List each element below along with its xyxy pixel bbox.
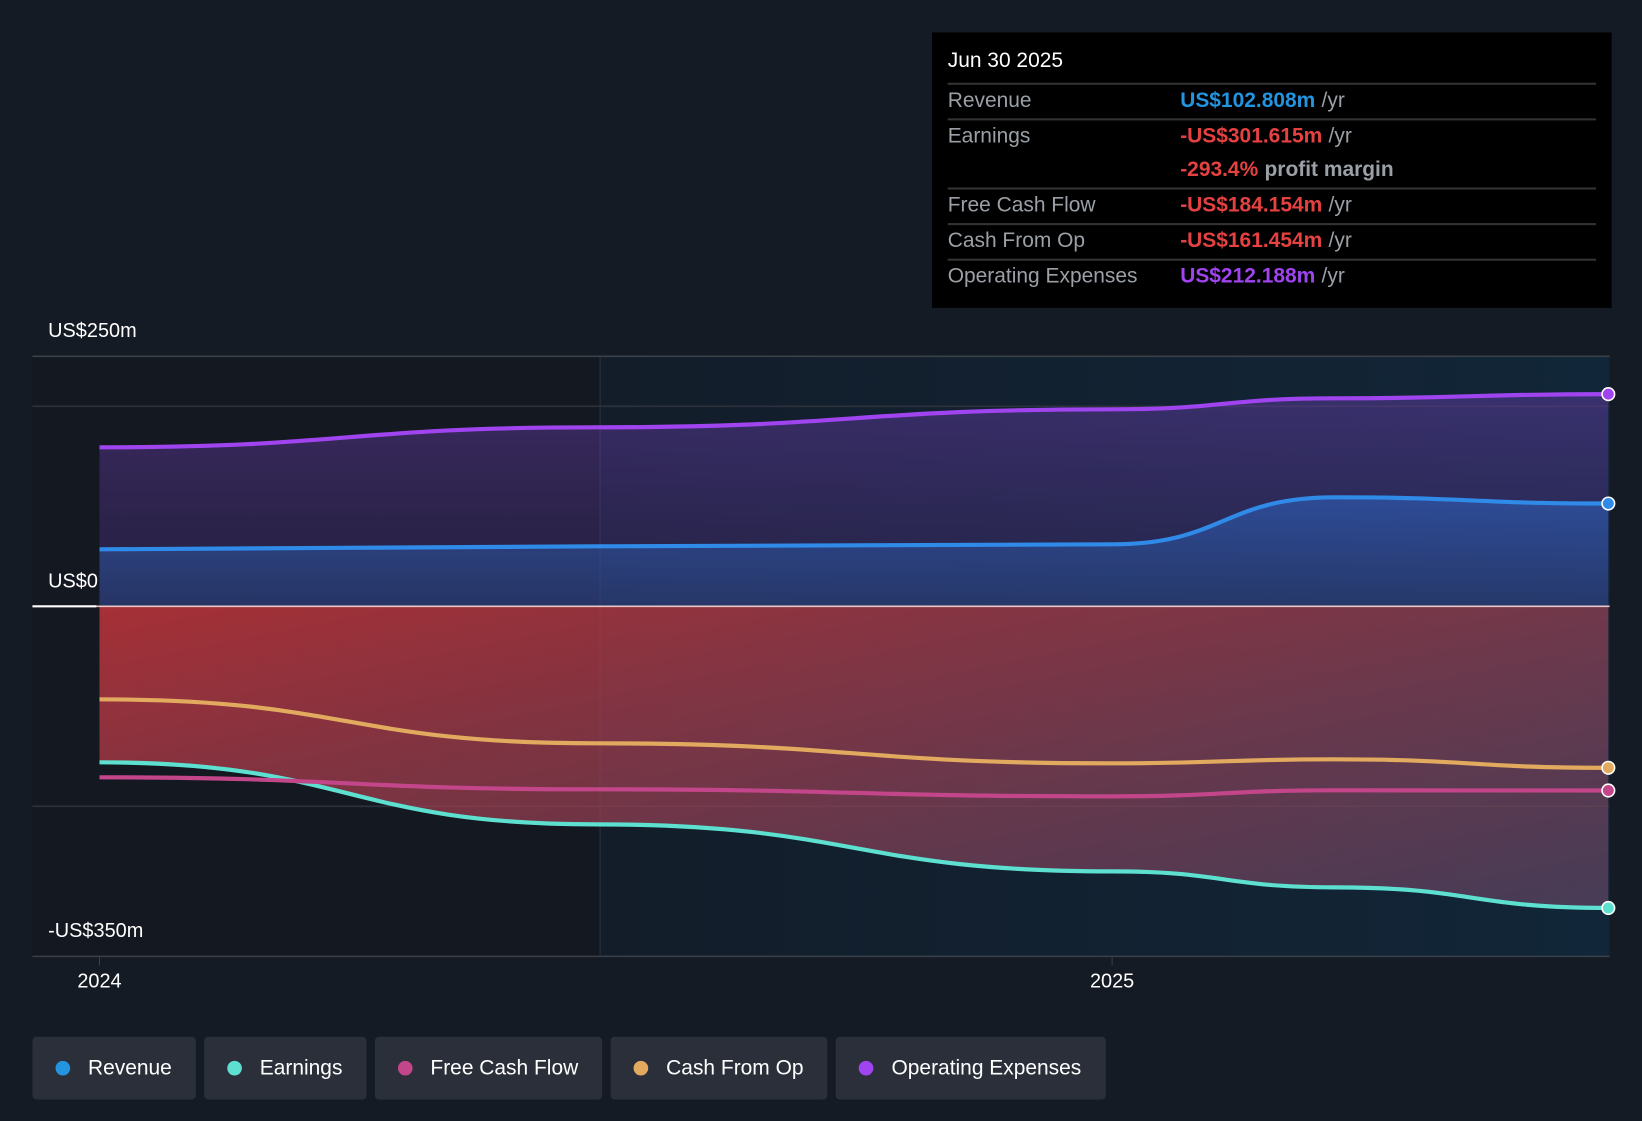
legend-label: Free Cash Flow <box>430 1056 579 1080</box>
legend-earnings[interactable]: Earnings <box>204 1036 367 1100</box>
tooltip-row-earnings: Earnings -US$301.615m/yr <box>947 118 1596 154</box>
tooltip-row-fcf: Free Cash Flow -US$184.154m/yr <box>947 187 1596 223</box>
legend-label: Operating Expenses <box>891 1056 1082 1080</box>
tooltip-unit: /yr <box>1328 193 1352 217</box>
profit-margin-text: profit margin <box>1264 158 1394 182</box>
free-cash-flow-line <box>99 775 1609 799</box>
negative-area <box>99 606 1609 908</box>
tooltip-label: Operating Expenses <box>947 264 1138 288</box>
y-tick-label: -US$350m <box>48 920 144 943</box>
earnings-dot-icon <box>227 1060 242 1076</box>
tooltip-unit: /yr <box>1321 264 1345 288</box>
tooltip-label: Free Cash Flow <box>947 193 1096 217</box>
legend-revenue[interactable]: Revenue <box>32 1036 196 1100</box>
legend-operating-expenses[interactable]: Operating Expenses <box>835 1036 1106 1100</box>
tooltip: Jun 30 2025 Revenue US$102.808m/yr Earnin… <box>932 32 1612 308</box>
x-tick-label: 2025 <box>1089 970 1135 993</box>
y-tick-label: US$250m <box>48 320 137 343</box>
x-tick-label: 2024 <box>77 970 122 993</box>
revenue-dot-icon <box>55 1060 71 1076</box>
tooltip-unit: /yr <box>1328 229 1352 253</box>
tooltip-value: -US$161.454m <box>1180 229 1323 253</box>
y-tick-label: US$0 <box>48 570 98 593</box>
tooltip-label: Cash From Op <box>947 229 1086 253</box>
tooltip-value: -US$184.154m <box>1180 193 1323 217</box>
legend-cash-from-op[interactable]: Cash From Op <box>610 1036 828 1100</box>
tooltip-value: US$102.808m <box>1180 89 1316 113</box>
tooltip-profit-margin: -293.4% profit margin <box>948 154 1596 188</box>
profit-margin-value: -293.4% <box>1180 158 1259 182</box>
earnings-end-point[interactable] <box>1601 900 1616 916</box>
earnings-line <box>99 760 1609 911</box>
operating-expenses-end-point[interactable] <box>1601 387 1616 402</box>
cash-from-op-line <box>99 697 1609 770</box>
cash-from-op-end-point[interactable] <box>1601 760 1616 775</box>
tooltip-label: Revenue <box>947 89 1032 113</box>
free-cash-flow-end-point[interactable] <box>1601 783 1616 798</box>
tooltip-unit: /yr <box>1328 124 1352 148</box>
cfo-dot-icon <box>633 1060 649 1076</box>
fcf-dot-icon <box>397 1060 413 1076</box>
legend-label: Earnings <box>259 1056 343 1080</box>
tooltip-unit: /yr <box>1321 89 1345 113</box>
tooltip-value: US$212.188m <box>1180 264 1316 288</box>
tooltip-value: -US$301.615m <box>1180 124 1323 148</box>
opex-dot-icon <box>859 1060 874 1076</box>
legend-label: Revenue <box>87 1056 172 1080</box>
tooltip-row-cfo: Cash From Op -US$161.454m/yr <box>947 223 1596 259</box>
legend: Revenue Earnings Free Cash Flow Cash Fro… <box>32 1036 1106 1100</box>
revenue-area <box>99 497 1609 607</box>
legend-label: Cash From Op <box>666 1056 804 1080</box>
tooltip-row-revenue: Revenue US$102.808m/yr <box>947 82 1596 119</box>
tooltip-label: Earnings <box>947 124 1031 148</box>
revenue-line <box>99 495 1609 552</box>
operating-expenses-line <box>99 392 1609 450</box>
revenue-end-point[interactable] <box>1601 496 1616 511</box>
tooltip-date: Jun 30 2025 <box>947 49 1064 73</box>
legend-free-cash-flow[interactable]: Free Cash Flow <box>374 1036 603 1100</box>
tooltip-row-opex: Operating Expenses US$212.188m/yr <box>947 258 1596 295</box>
